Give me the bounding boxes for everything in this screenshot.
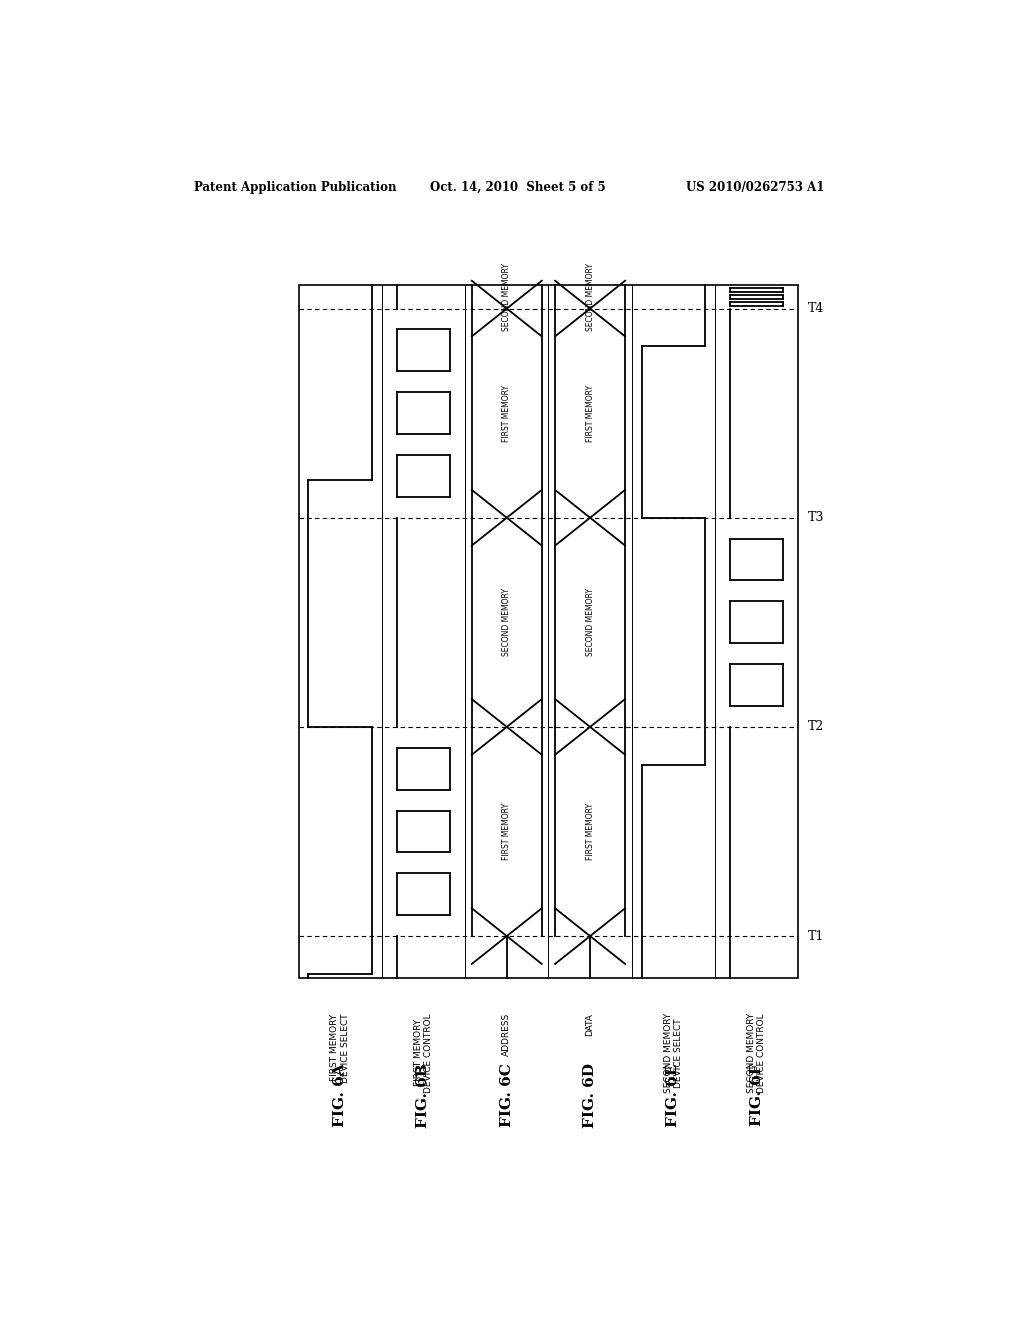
Text: FIG. 6B: FIG. 6B xyxy=(417,1063,430,1127)
Text: FIG. 6D: FIG. 6D xyxy=(583,1063,597,1129)
Text: FIRST MEMORY: FIRST MEMORY xyxy=(586,384,595,442)
Text: FIRST MEMORY
DEVICE CONTROL: FIRST MEMORY DEVICE CONTROL xyxy=(414,1014,433,1093)
Text: T1: T1 xyxy=(808,929,824,942)
Text: T4: T4 xyxy=(808,302,824,315)
Text: FIG. 6E: FIG. 6E xyxy=(667,1063,680,1126)
Text: SECOND MEMORY
DEVICE CONTROL: SECOND MEMORY DEVICE CONTROL xyxy=(748,1014,766,1093)
Text: FIG. 6F: FIG. 6F xyxy=(750,1063,764,1126)
Text: FIRST MEMORY: FIRST MEMORY xyxy=(503,803,511,861)
Text: US 2010/0262753 A1: US 2010/0262753 A1 xyxy=(686,181,824,194)
Text: SECOND MEMORY: SECOND MEMORY xyxy=(586,589,595,656)
Text: FIG. 6C: FIG. 6C xyxy=(500,1063,514,1127)
Text: ADDRESS: ADDRESS xyxy=(503,1014,511,1056)
Text: FIRST MEMORY: FIRST MEMORY xyxy=(503,384,511,442)
Text: FIG. 6A: FIG. 6A xyxy=(333,1063,347,1127)
Text: SECOND MEMORY: SECOND MEMORY xyxy=(503,263,511,331)
Text: T2: T2 xyxy=(808,721,824,734)
Text: SECOND MEMORY
DEVICE SELECT: SECOND MEMORY DEVICE SELECT xyxy=(664,1014,683,1093)
Text: FIRST MEMORY: FIRST MEMORY xyxy=(586,803,595,861)
Text: DATA: DATA xyxy=(586,1014,595,1036)
Text: Oct. 14, 2010  Sheet 5 of 5: Oct. 14, 2010 Sheet 5 of 5 xyxy=(430,181,606,194)
Text: T3: T3 xyxy=(808,511,824,524)
Bar xyxy=(299,285,799,978)
Text: FIRST MEMORY
DEVICE SELECT: FIRST MEMORY DEVICE SELECT xyxy=(331,1014,350,1082)
Text: SECOND MEMORY: SECOND MEMORY xyxy=(586,263,595,331)
Text: Patent Application Publication: Patent Application Publication xyxy=(194,181,396,194)
Text: SECOND MEMORY: SECOND MEMORY xyxy=(503,589,511,656)
